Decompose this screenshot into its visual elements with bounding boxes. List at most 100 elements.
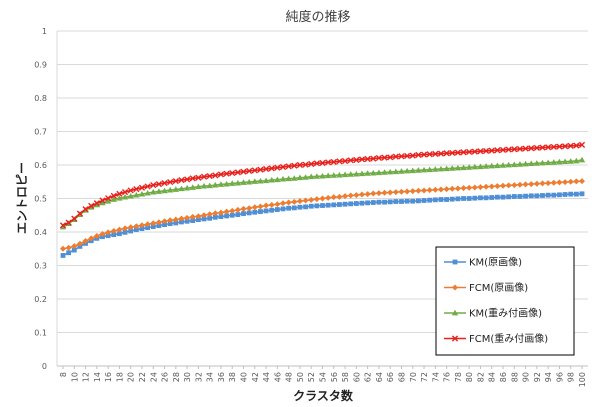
data-point [511,161,518,168]
data-point [308,203,314,209]
data-point [550,159,557,165]
data-point [347,171,354,177]
data-point [341,157,349,165]
data-point [144,183,151,190]
data-point [99,197,106,204]
data-point [145,225,151,231]
data-point [511,182,518,189]
data-point [449,185,456,192]
data-point [224,213,229,219]
data-point [268,165,275,172]
data-point [449,196,455,202]
data-point [212,210,219,217]
data-point [370,155,377,162]
data-point [561,158,569,165]
data-point [421,198,427,203]
data-point [71,247,77,253]
data-point [415,151,422,159]
y-axis-ticks: 0 0.1 0.2 0.3 0.4 0.5 0.6 0.7 0.8 0.9 1 [34,27,47,371]
data-point [117,231,122,237]
x-tick-label: 88 [510,372,519,382]
x-tick-label: 24 [149,372,158,382]
data-point [331,202,337,208]
data-point [381,189,388,196]
data-point [561,143,569,150]
data-point [320,203,325,208]
data-point [241,211,246,216]
data-point [99,199,106,206]
data-point [342,201,348,207]
data-point [229,169,236,177]
data-point [195,174,202,181]
x-tick-label: 92 [533,372,542,382]
data-point [223,180,230,187]
x-tick-label: 18 [115,372,124,382]
x-tick-label: 30 [183,372,192,382]
data-point [144,189,151,196]
chart-title: 純度の推移 [285,9,350,25]
data-point [190,218,196,224]
data-point [472,195,478,201]
data-point [314,203,320,209]
data-point [505,146,512,153]
data-point [269,207,275,213]
data-point [358,170,366,177]
data-point [308,173,315,180]
data-point [229,180,236,186]
data-point [200,182,208,189]
data-point [353,201,359,206]
data-point [217,171,225,178]
data-point [347,192,354,199]
x-tick-label: 28 [172,372,181,382]
data-point [138,190,146,197]
data-point [494,147,501,154]
x-tick-label: 20 [127,372,136,382]
data-point [483,147,490,155]
x-tick-label: 12 [82,372,91,382]
data-point [155,181,162,188]
data-point [353,170,360,177]
x-tick-label: 66 [386,372,395,382]
legend-marker [451,309,459,316]
data-point [500,194,506,200]
data-point [217,181,225,187]
x-tick-label: 36 [217,372,226,382]
data-point [183,184,191,191]
x-tick-label: 96 [555,372,564,382]
data-point [201,212,208,219]
data-point [466,184,473,191]
data-point [127,187,134,194]
data-point [454,149,461,156]
data-point [178,215,185,222]
data-point [500,182,507,189]
data-point [240,205,247,212]
data-point [348,201,354,207]
data-point [392,168,400,175]
data-point [234,206,241,213]
data-point [550,143,557,151]
data-point [544,159,552,166]
data-point [128,228,134,234]
data-point [172,186,180,192]
data-point [286,205,292,211]
data-point [173,220,179,226]
data-point [274,176,281,183]
data-point [110,196,117,202]
data-point [471,184,478,191]
data-point [358,156,366,163]
data-point [235,212,241,217]
data-point [415,167,422,173]
data-point [189,213,196,220]
data-point [166,186,174,193]
data-point [116,190,123,197]
data-point [308,160,315,168]
data-point [573,178,580,185]
data-point [398,153,405,160]
data-point [488,183,495,190]
data-point [155,188,163,194]
data-point [172,177,179,185]
x-tick-label: 70 [409,372,418,382]
data-point [432,150,439,158]
data-point [505,182,512,189]
data-point [336,171,343,178]
